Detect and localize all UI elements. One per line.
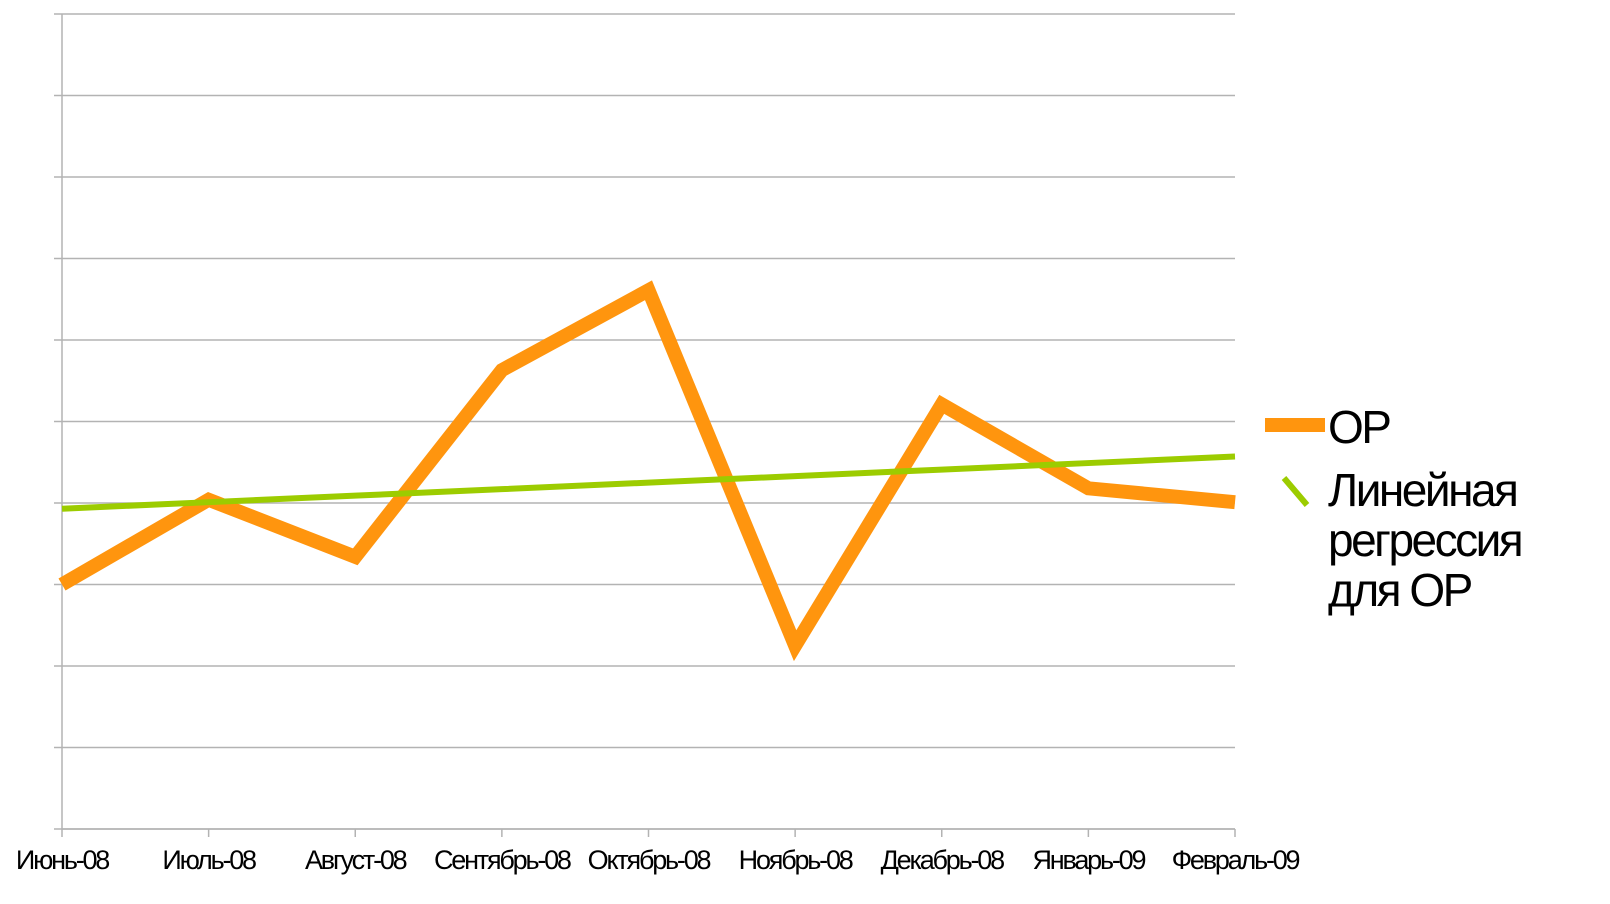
legend-swatch [1265, 418, 1325, 432]
x-tick-label: Ноябрь-08 [739, 845, 853, 875]
x-tick-label: Июль-08 [162, 845, 256, 875]
x-tick-label: Февраль-09 [1172, 845, 1300, 875]
x-tick-label: Июнь-08 [16, 845, 109, 875]
x-tick-label: Сентябрь-08 [434, 845, 571, 875]
series-line [58, 280, 1236, 662]
x-tick-label: Январь-09 [1032, 845, 1145, 875]
series-line [61, 453, 1236, 512]
legend-swatch [1281, 476, 1310, 507]
x-tick-label: Октябрь-08 [588, 845, 711, 875]
legend-label: OP [1328, 401, 1392, 453]
legend-label: Линейная регрессия для OP [1328, 464, 1524, 616]
x-tick-label: Декабрь-08 [881, 845, 1004, 875]
x-tick-label: Август-08 [305, 845, 407, 875]
